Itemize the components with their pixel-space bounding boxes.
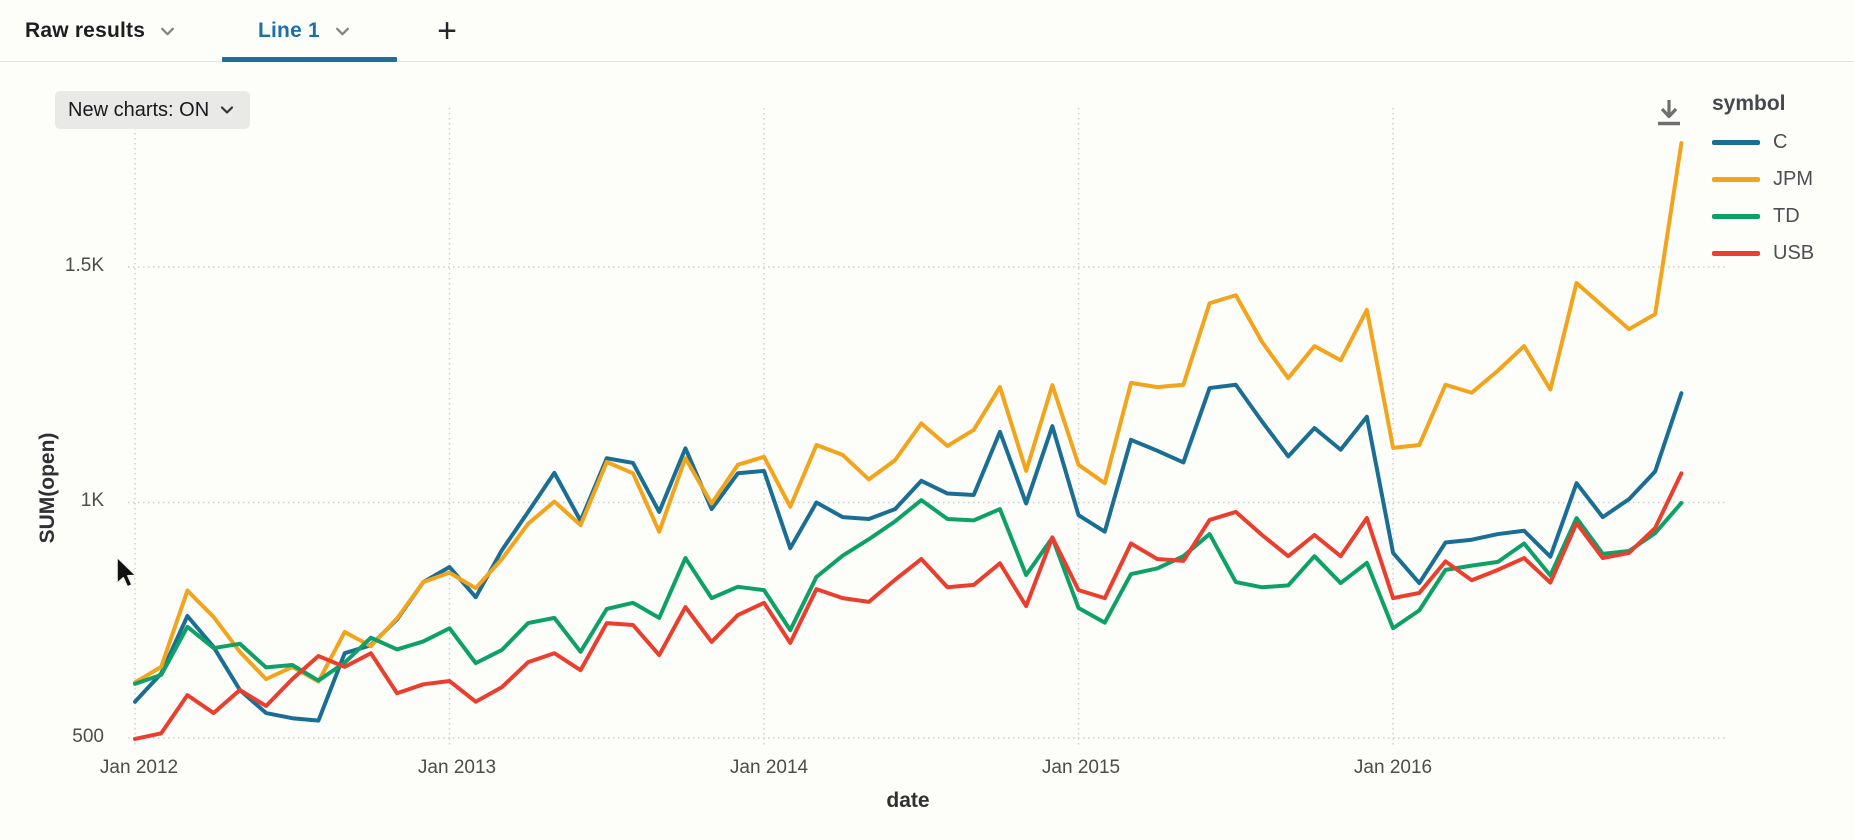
legend-item-td[interactable]: TD: [1712, 204, 1814, 228]
legend-item-usb[interactable]: USB: [1712, 241, 1814, 265]
x-axis-title: date: [886, 789, 930, 812]
x-tick-jan-2012: Jan 2012: [99, 757, 179, 778]
series-line-td: [133, 498, 1684, 686]
legend-item-c[interactable]: C: [1712, 130, 1814, 154]
series-swatch-c: [1712, 139, 1760, 145]
legend-item-label: C: [1773, 130, 1788, 153]
series-line-usb: [133, 471, 1684, 741]
tab-raw-results[interactable]: Raw results: [25, 0, 176, 62]
series-line-c: [133, 382, 1684, 723]
download-chart-button[interactable]: [1650, 94, 1688, 132]
legend-item-jpm[interactable]: JPM: [1712, 167, 1814, 191]
y-tick-1000: 1K: [80, 490, 104, 511]
series-swatch-jpm: [1712, 176, 1760, 182]
series-swatch-td: [1712, 213, 1760, 219]
legend-item-label: JPM: [1773, 167, 1813, 190]
chart-legend: symbol C JPM TD USB: [1712, 92, 1814, 278]
y-tick-500: 500: [72, 726, 104, 747]
new-charts-toggle-button[interactable]: New charts: ON: [55, 91, 251, 129]
x-tick-jan-2015: Jan 2015: [1041, 757, 1121, 778]
tab-line-1[interactable]: Line 1: [258, 0, 351, 62]
y-tick-1500: 1.5K: [64, 255, 104, 276]
tab-raw-results-label: Raw results: [25, 19, 146, 42]
new-charts-toggle-label: New charts: ON: [68, 98, 210, 121]
legend-item-label: USB: [1773, 241, 1815, 264]
active-tab-indicator: [222, 57, 397, 62]
x-tick-jan-2013: Jan 2013: [417, 757, 497, 778]
x-tick-jan-2016: Jan 2016: [1353, 757, 1433, 778]
chevron-down-icon[interactable]: [159, 23, 176, 40]
download-icon: [1658, 100, 1680, 126]
chevron-down-icon: [219, 102, 236, 119]
add-chart-tab-button[interactable]: +: [437, 11, 457, 50]
legend-title: symbol: [1712, 92, 1786, 115]
x-tick-jan-2014: Jan 2014: [729, 757, 809, 778]
chevron-down-icon[interactable]: [334, 23, 351, 40]
legend-item-label: TD: [1773, 204, 1800, 227]
series-line-jpm: [133, 141, 1684, 685]
tab-bar: Raw results Line 1 +: [0, 0, 1854, 62]
y-axis-title: SUM(open): [36, 432, 59, 544]
tab-line-1-label: Line 1: [258, 19, 320, 42]
series-swatch-usb: [1712, 250, 1760, 256]
